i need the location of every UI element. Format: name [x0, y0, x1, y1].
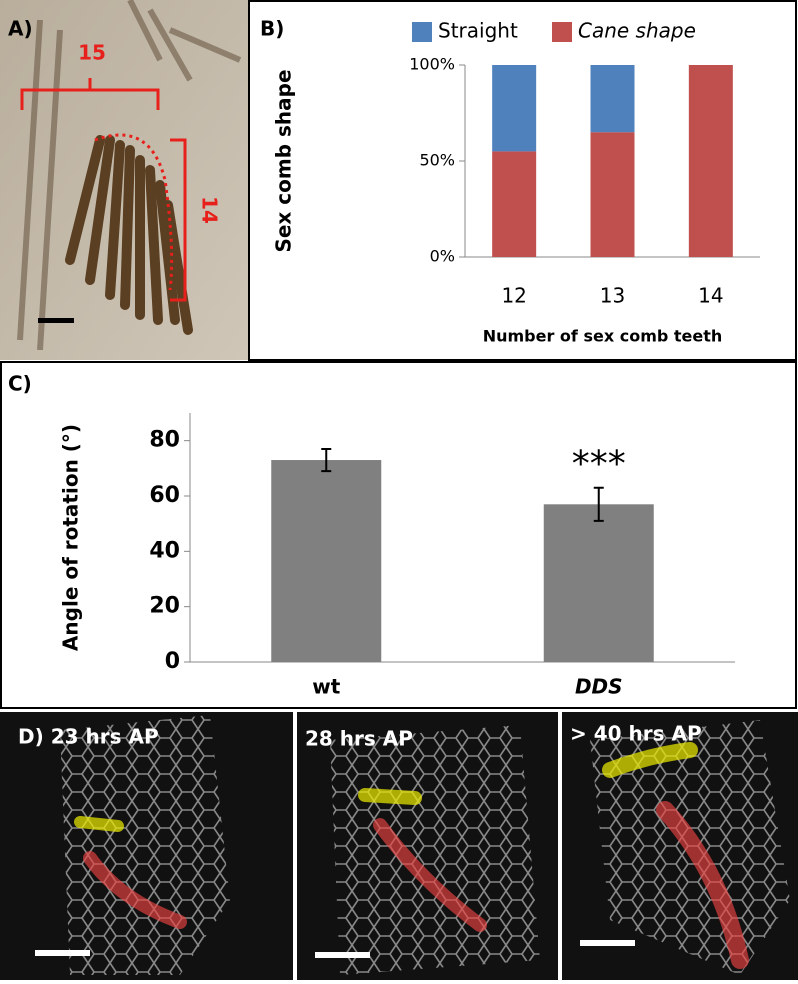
x-tick-label: 13	[600, 284, 625, 308]
y-axis-title: Sex comb shape	[272, 69, 296, 252]
y-axis-title: Angle of rotation (°)	[59, 424, 83, 651]
yellow-cells	[358, 788, 422, 805]
panel-border	[0, 361, 797, 709]
panel-label: D) 23 hrs AP	[18, 725, 159, 749]
legend-swatch	[552, 22, 572, 42]
bar	[271, 460, 382, 662]
x-tick-label: 14	[698, 284, 723, 308]
y-tick-label: 0%	[430, 247, 455, 266]
red-cells	[373, 818, 487, 932]
legend-label: Cane shape	[578, 19, 696, 43]
yellow-cells	[602, 742, 698, 778]
tissue	[60, 715, 230, 975]
x-tick-label: 12	[501, 284, 526, 308]
bracket	[170, 138, 187, 302]
legend-swatch	[412, 22, 432, 42]
error-bar	[321, 447, 332, 473]
panel-a: A) 15 14	[0, 0, 248, 360]
annotation: 15	[78, 41, 106, 65]
y-tick-label: 80	[149, 428, 180, 453]
x-axis-title: Number of sex comb teeth	[483, 327, 723, 346]
y-tick-label: 40	[149, 538, 180, 563]
bar-segment	[688, 65, 733, 257]
significance: ***	[572, 444, 626, 485]
sex-comb-teeth	[65, 135, 193, 335]
panel-label: A)	[8, 17, 33, 41]
scale-bar	[315, 952, 370, 958]
error-bar	[593, 486, 604, 522]
y-tick-label: 0	[165, 649, 180, 674]
red-cells	[656, 801, 749, 969]
panel-d: D) 23 hrs AP 28 hrs AP > 40 hrs AP	[0, 712, 798, 980]
bar-segment	[590, 65, 635, 133]
panel-label: B)	[260, 17, 284, 41]
panel-label: 28 hrs AP	[305, 727, 413, 751]
scale-bar	[38, 318, 74, 323]
bar-segment	[492, 65, 537, 152]
panel-border	[248, 0, 797, 361]
yellow-cells	[74, 816, 124, 832]
tissue	[330, 725, 540, 975]
bar-segment	[590, 132, 635, 257]
y-tick-label: 100%	[409, 55, 455, 74]
panel-label: > 40 hrs AP	[570, 722, 702, 746]
bristles	[17, 0, 242, 351]
bar-segment	[492, 151, 537, 257]
x-tick-label: DDS	[575, 675, 623, 699]
bracket	[20, 78, 160, 110]
y-tick-label: 60	[149, 483, 180, 508]
scale-bar	[35, 950, 90, 956]
scale-bar	[580, 940, 635, 946]
y-tick-label: 50%	[419, 151, 455, 170]
bar	[543, 504, 654, 662]
dotted-line	[94, 133, 174, 291]
legend-label: Straight	[438, 19, 518, 43]
y-tick-label: 20	[149, 594, 180, 619]
red-cells	[83, 851, 187, 929]
panel-label: C)	[8, 372, 32, 396]
annotation: 14	[198, 196, 222, 224]
x-tick-label: wt	[312, 675, 340, 699]
